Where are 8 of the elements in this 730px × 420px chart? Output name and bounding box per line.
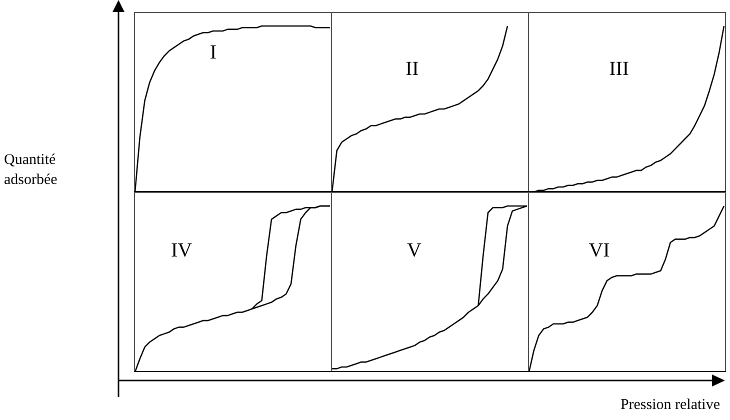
x-axis-title: Pression relative xyxy=(620,397,720,414)
text: V xyxy=(406,240,422,262)
text: IV xyxy=(170,240,193,262)
text: III xyxy=(609,58,630,80)
y-axis-title: Quantité adsorbée xyxy=(4,151,58,190)
text: II xyxy=(406,58,419,80)
text: I xyxy=(210,42,217,64)
text: VI xyxy=(588,240,610,262)
